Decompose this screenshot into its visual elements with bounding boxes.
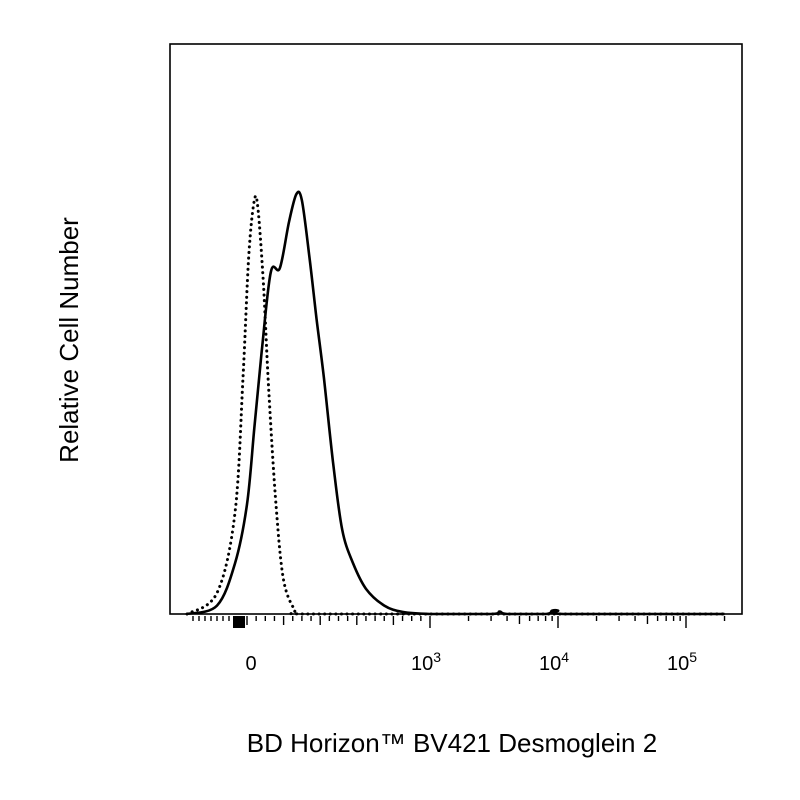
x-tick-label: 103 <box>411 649 441 675</box>
x-tick-label: 104 <box>539 649 569 675</box>
series-layer <box>185 190 726 616</box>
isotype-control-curve <box>185 194 726 616</box>
x-tick-cluster <box>233 616 245 628</box>
x-axis-tick-labels: 0 103 104 105 <box>245 649 697 675</box>
x-axis-ticks <box>192 616 726 628</box>
y-axis-title: Relative Cell Number <box>54 217 84 463</box>
x-tick-label: 0 <box>245 653 256 675</box>
plot-frame <box>169 43 743 615</box>
x-tick-label: 105 <box>667 649 697 675</box>
stained-sample-curve <box>186 190 725 616</box>
x-axis-title: BD Horizon™ BV421 Desmoglein 2 <box>247 728 657 758</box>
